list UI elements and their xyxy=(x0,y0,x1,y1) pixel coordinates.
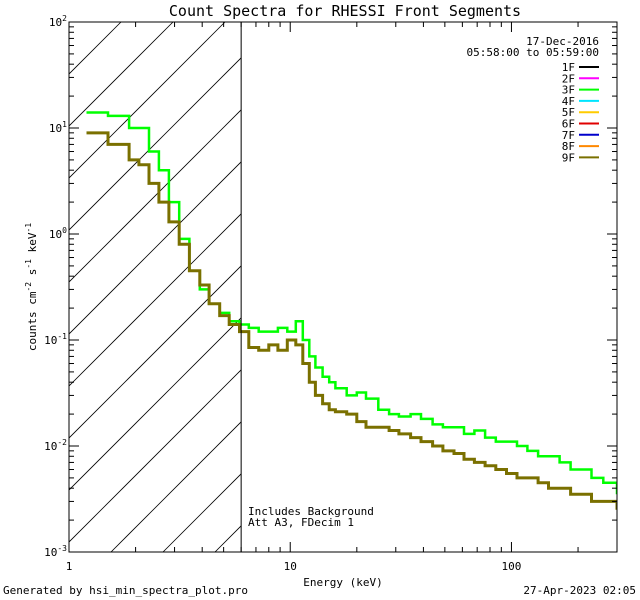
axis-ticks xyxy=(68,21,618,553)
x-tick-label-10: 10 xyxy=(284,560,297,573)
hatch-line xyxy=(69,22,226,179)
legend-label-3F: 3F xyxy=(562,84,575,97)
hatch-line xyxy=(69,213,242,387)
legend-label-8F: 8F xyxy=(562,140,575,153)
footer-timestamp: 27-Apr-2023 02:05 xyxy=(523,584,636,597)
annotation-attenuator: Att A3, FDecim 1 xyxy=(248,516,354,529)
date-label: 17-Dec-2016 xyxy=(526,35,599,48)
hatch-line xyxy=(69,57,242,231)
hatch-line xyxy=(69,22,174,127)
legend-label-9F: 9F xyxy=(562,151,575,164)
hatch-line xyxy=(69,317,242,491)
series-group xyxy=(86,111,617,510)
hatched-region xyxy=(69,22,242,552)
y-tick-label-1e2: 102 xyxy=(49,14,67,29)
hatch-line xyxy=(69,265,242,439)
annotation-background: Includes Background xyxy=(248,505,374,518)
legend-label-4F: 4F xyxy=(562,95,575,108)
y-tick-label-1e-3: 10-3 xyxy=(44,544,67,559)
hatch-line xyxy=(69,109,242,283)
y-tick-label-1e0: 100 xyxy=(49,226,67,241)
legend-label-6F: 6F xyxy=(562,118,575,131)
y-tick-label-1e-2: 10-2 xyxy=(44,438,67,453)
series-3F xyxy=(86,111,617,495)
y-axis-label: counts cm-2 s-1 keV-1 xyxy=(24,223,39,351)
hatch-line xyxy=(214,525,242,552)
series-9F xyxy=(86,131,617,510)
hatch-line xyxy=(69,22,122,75)
legend-label-1F: 1F xyxy=(562,61,575,74)
x-tick-label-100: 100 xyxy=(502,560,522,573)
plot-frame xyxy=(68,21,618,553)
chart-title: Count Spectra for RHESSI Front Segments xyxy=(169,2,521,20)
y-tick-label-1e1: 101 xyxy=(49,120,67,135)
legend-label-2F: 2F xyxy=(562,72,575,85)
hatch-line xyxy=(69,369,242,543)
generated-by-label: Generated by hsi_min_spectra_plot.pro xyxy=(3,584,248,597)
x-axis-label: Energy (keV) xyxy=(303,576,382,589)
hatch-line xyxy=(69,22,70,23)
legend-label-5F: 5F xyxy=(562,106,575,119)
legend-label-7F: 7F xyxy=(562,129,575,142)
hatch-line xyxy=(110,421,242,552)
x-tick-label-1: 1 xyxy=(66,560,73,573)
hatch-line xyxy=(69,161,242,335)
y-tick-label-1e-1: 10-1 xyxy=(44,332,67,347)
time-range-label: 05:58:00 to 05:59:00 xyxy=(467,46,599,59)
